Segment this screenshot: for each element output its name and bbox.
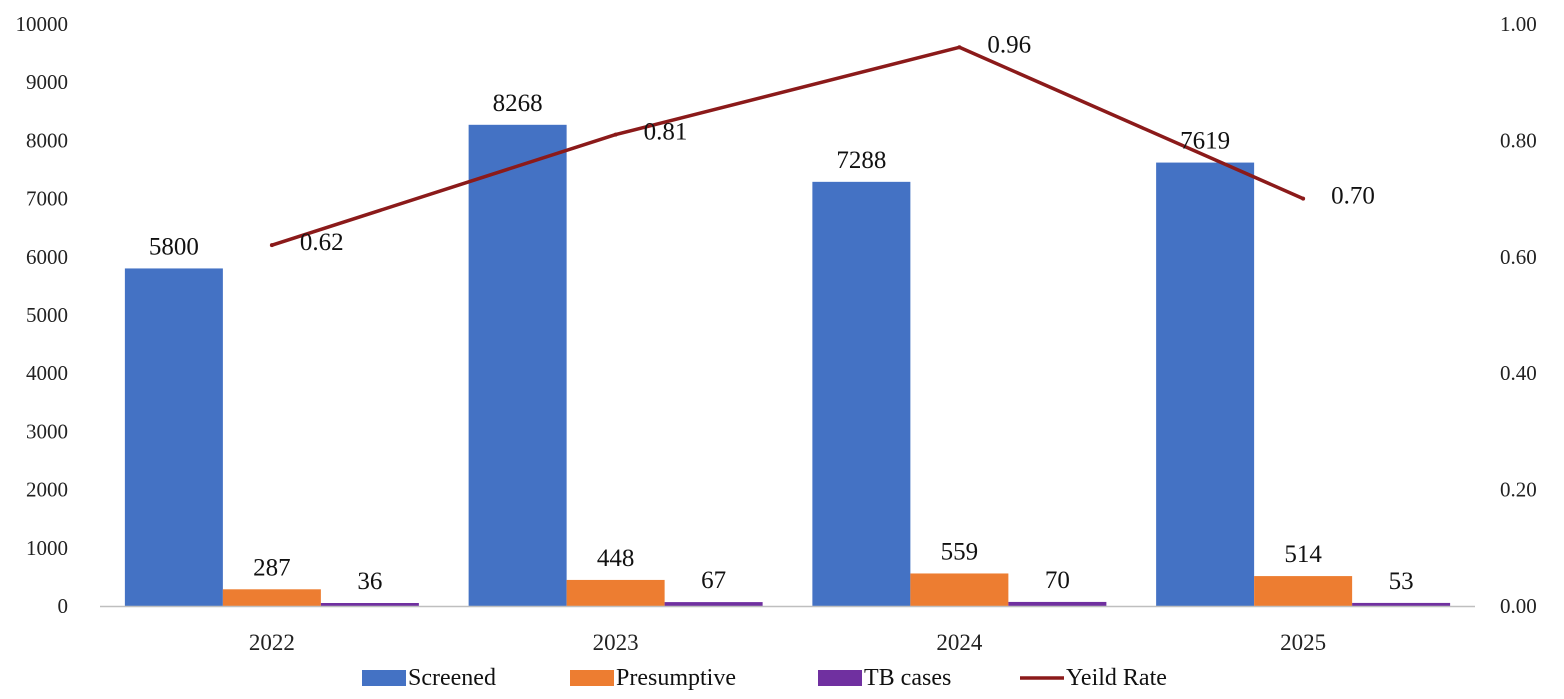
data-label-screened-2025: 7619	[1180, 128, 1230, 155]
data-label-presumptive-2023: 448	[597, 545, 635, 572]
data-label-screened-2023: 8268	[493, 90, 543, 117]
data-labels-layer: 5800 287 36 8268 448 67 7288 559 70 7619 514 53 0.62…	[149, 31, 1414, 595]
y-left-tick-label: 2000	[26, 478, 68, 502]
y-left-tick-label: 3000	[26, 419, 68, 443]
line-data-label-2024: 0.96	[987, 31, 1031, 58]
y-left-tick-label: 5000	[26, 303, 68, 327]
y-right-tick-label: 1.00	[1500, 12, 1537, 36]
y-left-tick-label: 1000	[26, 536, 68, 560]
line-point-2022	[269, 243, 274, 248]
data-label-presumptive-2024: 559	[941, 538, 979, 565]
y-right-tick-label: 0.00	[1500, 594, 1537, 618]
line-data-label-2022: 0.62	[300, 229, 344, 256]
bar-presumptive-2024	[910, 573, 1009, 606]
line-layer	[269, 45, 1306, 248]
y-left-tick-label: 0	[58, 594, 69, 618]
bar-presumptive-2023	[566, 579, 665, 606]
line-data-label-2025: 0.70	[1331, 183, 1375, 210]
legend-label: TB cases	[864, 665, 951, 691]
legend: Screened Presumptive TB cases Yeild Rate	[362, 665, 1167, 691]
line-point-2023	[613, 132, 618, 137]
y-right-tick-label: 0.60	[1500, 245, 1537, 269]
legend-swatch	[570, 670, 614, 686]
axis-layer: 2022 2023 2024 2025 0 1000 2000 3000 4000 5000 600…	[16, 12, 1537, 655]
y-left-tick-label: 4000	[26, 361, 68, 385]
line-data-label-2023: 0.81	[644, 119, 688, 146]
legend-item-tb-cases: TB cases	[818, 665, 951, 691]
data-label-tb-cases-2023: 67	[701, 567, 726, 594]
line-point-2025	[1301, 196, 1306, 201]
y-right-tick-label: 0.80	[1500, 128, 1537, 152]
y-left-tick-label: 9000	[26, 70, 68, 94]
legend-swatch	[362, 670, 406, 686]
y-right-tick-label: 0.40	[1500, 361, 1537, 385]
legend-item-presumptive: Presumptive	[570, 665, 736, 691]
data-label-tb-cases-2024: 70	[1045, 567, 1070, 594]
bars-layer	[124, 124, 1451, 607]
data-label-presumptive-2025: 514	[1284, 541, 1322, 568]
x-tick-label: 2023	[593, 630, 639, 655]
x-tick-label: 2022	[249, 630, 295, 655]
data-label-screened-2022: 5800	[149, 233, 199, 260]
bar-tb-cases-2023	[664, 602, 763, 606]
bar-screened-2025	[1156, 162, 1255, 606]
bar-tb-cases-2024	[1008, 601, 1107, 606]
y-left-tick-label: 10000	[16, 12, 69, 36]
data-label-presumptive-2022: 287	[253, 554, 291, 581]
line-point-2024	[957, 45, 962, 50]
legend-label: Presumptive	[616, 665, 736, 691]
legend-swatch	[818, 670, 862, 686]
line-yeild-rate	[271, 45, 1304, 247]
bar-tb-cases-2025	[1352, 602, 1451, 606]
bar-screened-2023	[468, 124, 567, 606]
x-tick-label: 2025	[1280, 630, 1326, 655]
bar-tb-cases-2022	[320, 603, 419, 606]
data-label-tb-cases-2022: 36	[357, 568, 382, 595]
y-right-tick-label: 0.20	[1500, 478, 1537, 502]
legend-item-yeild-rate: Yeild Rate	[1020, 665, 1167, 691]
data-label-tb-cases-2025: 53	[1389, 568, 1414, 595]
bar-screened-2024	[812, 181, 911, 607]
bar-presumptive-2025	[1254, 576, 1353, 606]
y-left-tick-label: 7000	[26, 187, 68, 211]
bar-screened-2022	[124, 268, 223, 606]
legend-label: Yeild Rate	[1066, 665, 1167, 691]
data-label-screened-2024: 7288	[836, 147, 886, 174]
legend-label: Screened	[408, 665, 496, 691]
y-left-tick-label: 8000	[26, 128, 68, 152]
bar-presumptive-2022	[222, 589, 321, 606]
x-tick-label: 2024	[936, 630, 983, 655]
legend-item-screened: Screened	[362, 665, 496, 691]
y-left-tick-label: 6000	[26, 245, 68, 269]
